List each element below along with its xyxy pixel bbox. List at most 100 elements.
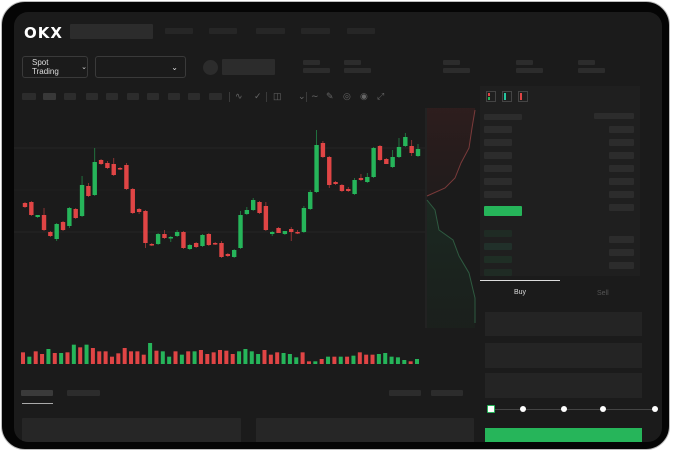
candle-body: [365, 177, 370, 182]
chart-type-icon[interactable]: ✓: [254, 91, 262, 101]
candle-body: [257, 202, 262, 213]
price-input[interactable]: [485, 312, 642, 336]
slider-stop-75[interactable]: [600, 406, 606, 412]
candle-body: [390, 157, 395, 167]
timeframe-button[interactable]: [64, 93, 76, 100]
volume-bar: [129, 351, 134, 364]
timeframe-button[interactable]: [127, 93, 139, 100]
spot-trading-dropdown[interactable]: Spot Trading ⌄: [22, 56, 88, 78]
volume-bar: [383, 353, 388, 364]
ask-price[interactable]: [484, 126, 512, 133]
volume-bar: [300, 352, 305, 364]
chevron-down-icon[interactable]: ⌄: [298, 91, 306, 101]
price-header: [484, 114, 522, 120]
search-bar[interactable]: [70, 24, 153, 39]
toolbar-divider: [266, 92, 267, 102]
orderbook-asks-icon[interactable]: [518, 91, 528, 102]
bottom-action-button[interactable]: [389, 390, 421, 396]
okx-logo[interactable]: OKX: [24, 24, 63, 42]
volume-bar: [218, 350, 222, 364]
slider-stop-100[interactable]: [652, 406, 658, 412]
candle-body: [396, 147, 402, 157]
timeframe-button[interactable]: [22, 93, 36, 100]
bid-price[interactable]: [484, 269, 512, 276]
ask-amount: [609, 191, 634, 198]
timeframe-button[interactable]: [209, 93, 222, 100]
timeframe-button[interactable]: [86, 93, 98, 100]
total-input[interactable]: [485, 373, 642, 398]
slider-stop-50[interactable]: [561, 406, 567, 412]
volume-bar: [33, 351, 38, 364]
candle-body: [22, 203, 28, 207]
volume-bar: [148, 343, 153, 364]
candle-body: [168, 237, 173, 239]
toolbar-divider: [229, 92, 230, 102]
ask-price[interactable]: [484, 191, 512, 198]
ask-price[interactable]: [484, 178, 512, 185]
depth-asks-area: [427, 108, 475, 196]
timeframe-button[interactable]: [168, 93, 180, 100]
nav-item[interactable]: [209, 28, 237, 34]
candle-body: [358, 178, 364, 180]
amount-input[interactable]: [485, 343, 642, 368]
timeframe-button[interactable]: [188, 93, 200, 100]
tab-open-orders[interactable]: [21, 390, 53, 396]
bid-price[interactable]: [484, 243, 512, 250]
ask-price[interactable]: [484, 165, 512, 172]
fullscreen-icon[interactable]: ⤢: [377, 91, 385, 101]
layout-icon[interactable]: ◫: [273, 91, 282, 101]
nav-item[interactable]: [301, 28, 330, 34]
tab-order-history[interactable]: [67, 390, 100, 396]
candle-body: [181, 232, 186, 248]
timeframe-button[interactable]: [106, 93, 118, 100]
ask-price[interactable]: [484, 152, 512, 159]
volume-bar: [122, 348, 127, 364]
tab-buy[interactable]: Buy: [514, 289, 527, 296]
candle-body: [333, 182, 338, 184]
bottom-action-button[interactable]: [431, 390, 463, 396]
amount-slider[interactable]: [487, 405, 658, 413]
candle-body: [35, 215, 40, 217]
line-tool-icon[interactable]: ∼: [311, 91, 319, 101]
trading-screen: OKX Spot Trading ⌄ ⌄ ∿ ✓ ◫ ⌄ ∼ ✎ ◎ ◉ ⤢: [14, 12, 662, 442]
nav-item[interactable]: [347, 28, 375, 34]
camera-icon[interactable]: ◎: [343, 91, 351, 101]
last-price-badge[interactable]: [484, 206, 522, 216]
volume-bar: [395, 357, 400, 364]
buy-submit-button[interactable]: [485, 428, 642, 442]
candle-body: [231, 250, 237, 257]
candle-body: [162, 234, 167, 238]
ask-price[interactable]: [484, 139, 512, 146]
orderbook-both-icon[interactable]: [486, 91, 496, 102]
candle-body: [143, 211, 148, 243]
tab-sell[interactable]: Sell: [597, 290, 609, 297]
volume-bar: [52, 353, 57, 364]
depth-bids-area: [427, 200, 475, 328]
candle-body: [73, 209, 78, 218]
bid-price[interactable]: [484, 230, 512, 237]
candle-body: [29, 202, 34, 215]
slider-handle[interactable]: [487, 405, 495, 413]
nav-item[interactable]: [256, 28, 285, 34]
nav-item[interactable]: [165, 28, 193, 34]
volume-bar: [256, 354, 261, 364]
timeframe-button[interactable]: [43, 93, 56, 100]
ruler-icon[interactable]: ✎: [326, 91, 334, 101]
candle-body: [320, 143, 326, 157]
candlestick-chart[interactable]: [14, 12, 662, 442]
indicator-icon[interactable]: ∿: [235, 91, 243, 101]
orderbook-bids-icon[interactable]: [502, 91, 512, 102]
bid-price[interactable]: [484, 256, 512, 263]
ask-amount: [609, 165, 634, 172]
volume-bar: [402, 360, 407, 364]
pair-selector-dropdown[interactable]: ⌄: [95, 56, 186, 78]
depth-bids-line: [426, 199, 476, 323]
slider-stop-25[interactable]: [520, 406, 526, 412]
toolbar-divider: [306, 92, 307, 102]
settings-icon[interactable]: ◉: [360, 91, 368, 101]
candle-body: [54, 224, 59, 239]
volume-bar: [141, 354, 146, 364]
timeframe-button[interactable]: [147, 93, 159, 100]
ask-amount: [609, 139, 634, 146]
volume-bar: [249, 351, 254, 364]
